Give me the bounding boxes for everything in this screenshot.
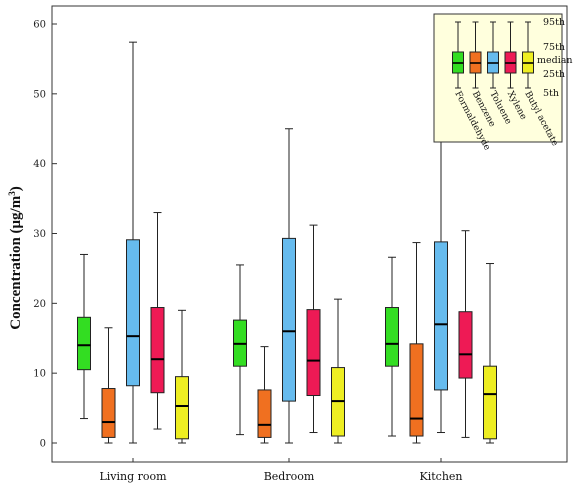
box: [409, 242, 424, 444]
y-axis-title: Concentration (μg/m3): [7, 186, 24, 329]
box-body: [385, 307, 399, 367]
box: [233, 264, 247, 436]
box: [101, 327, 116, 444]
y-tick-label: 40: [33, 159, 46, 170]
y-axis-title-superscript: 3: [7, 191, 17, 196]
legend-percentile-label: 75th: [543, 42, 565, 53]
box: [483, 263, 497, 444]
series-xylene: [150, 212, 473, 438]
box-body: [409, 343, 424, 437]
box-body: [101, 388, 116, 438]
box: [175, 309, 189, 444]
series-toluene: [126, 37, 448, 444]
box: [306, 224, 321, 434]
box: [77, 253, 91, 420]
box: [257, 346, 272, 444]
box-body: [434, 241, 448, 391]
x-axis: Living room Bedroom Kitchen: [99, 458, 463, 483]
box: [458, 230, 473, 438]
box-body: [483, 365, 497, 440]
legend-box: [433, 13, 563, 143]
y-tick-label: 0: [40, 439, 46, 450]
box: [331, 298, 345, 444]
y-tick-label: 20: [33, 299, 46, 310]
y-tick-label: 30: [33, 229, 46, 240]
box-body: [282, 237, 296, 402]
legend-percentile-label: 95th: [543, 17, 565, 28]
box-body: [257, 389, 272, 438]
legend-percentile-label: median: [537, 55, 573, 66]
series-formaldehyde: [77, 253, 399, 437]
y-tick-label: 10: [33, 369, 46, 380]
series-benzene: [101, 242, 424, 444]
x-tick-label: Kitchen: [420, 470, 463, 483]
x-tick-label: Bedroom: [264, 470, 315, 483]
box: [385, 256, 399, 437]
box-body: [175, 376, 189, 440]
box-body: [458, 311, 473, 379]
box-body: [77, 316, 91, 371]
box: [126, 41, 140, 444]
box-series-group: [77, 37, 497, 444]
box: [150, 212, 165, 430]
box: [282, 128, 296, 444]
y-axis: 0 10 20 30 40 50 60: [33, 20, 57, 450]
legend-percentile-label: 25th: [543, 69, 565, 80]
y-tick-label: 60: [33, 20, 46, 31]
y-tick-label: 50: [33, 89, 46, 100]
series-butyl-acetate: [175, 263, 497, 444]
x-tick-label: Living room: [99, 470, 167, 483]
box-body: [150, 307, 165, 394]
legend-percentile-label: 5th: [543, 88, 559, 99]
box-body: [306, 309, 321, 397]
box-body: [126, 239, 140, 387]
